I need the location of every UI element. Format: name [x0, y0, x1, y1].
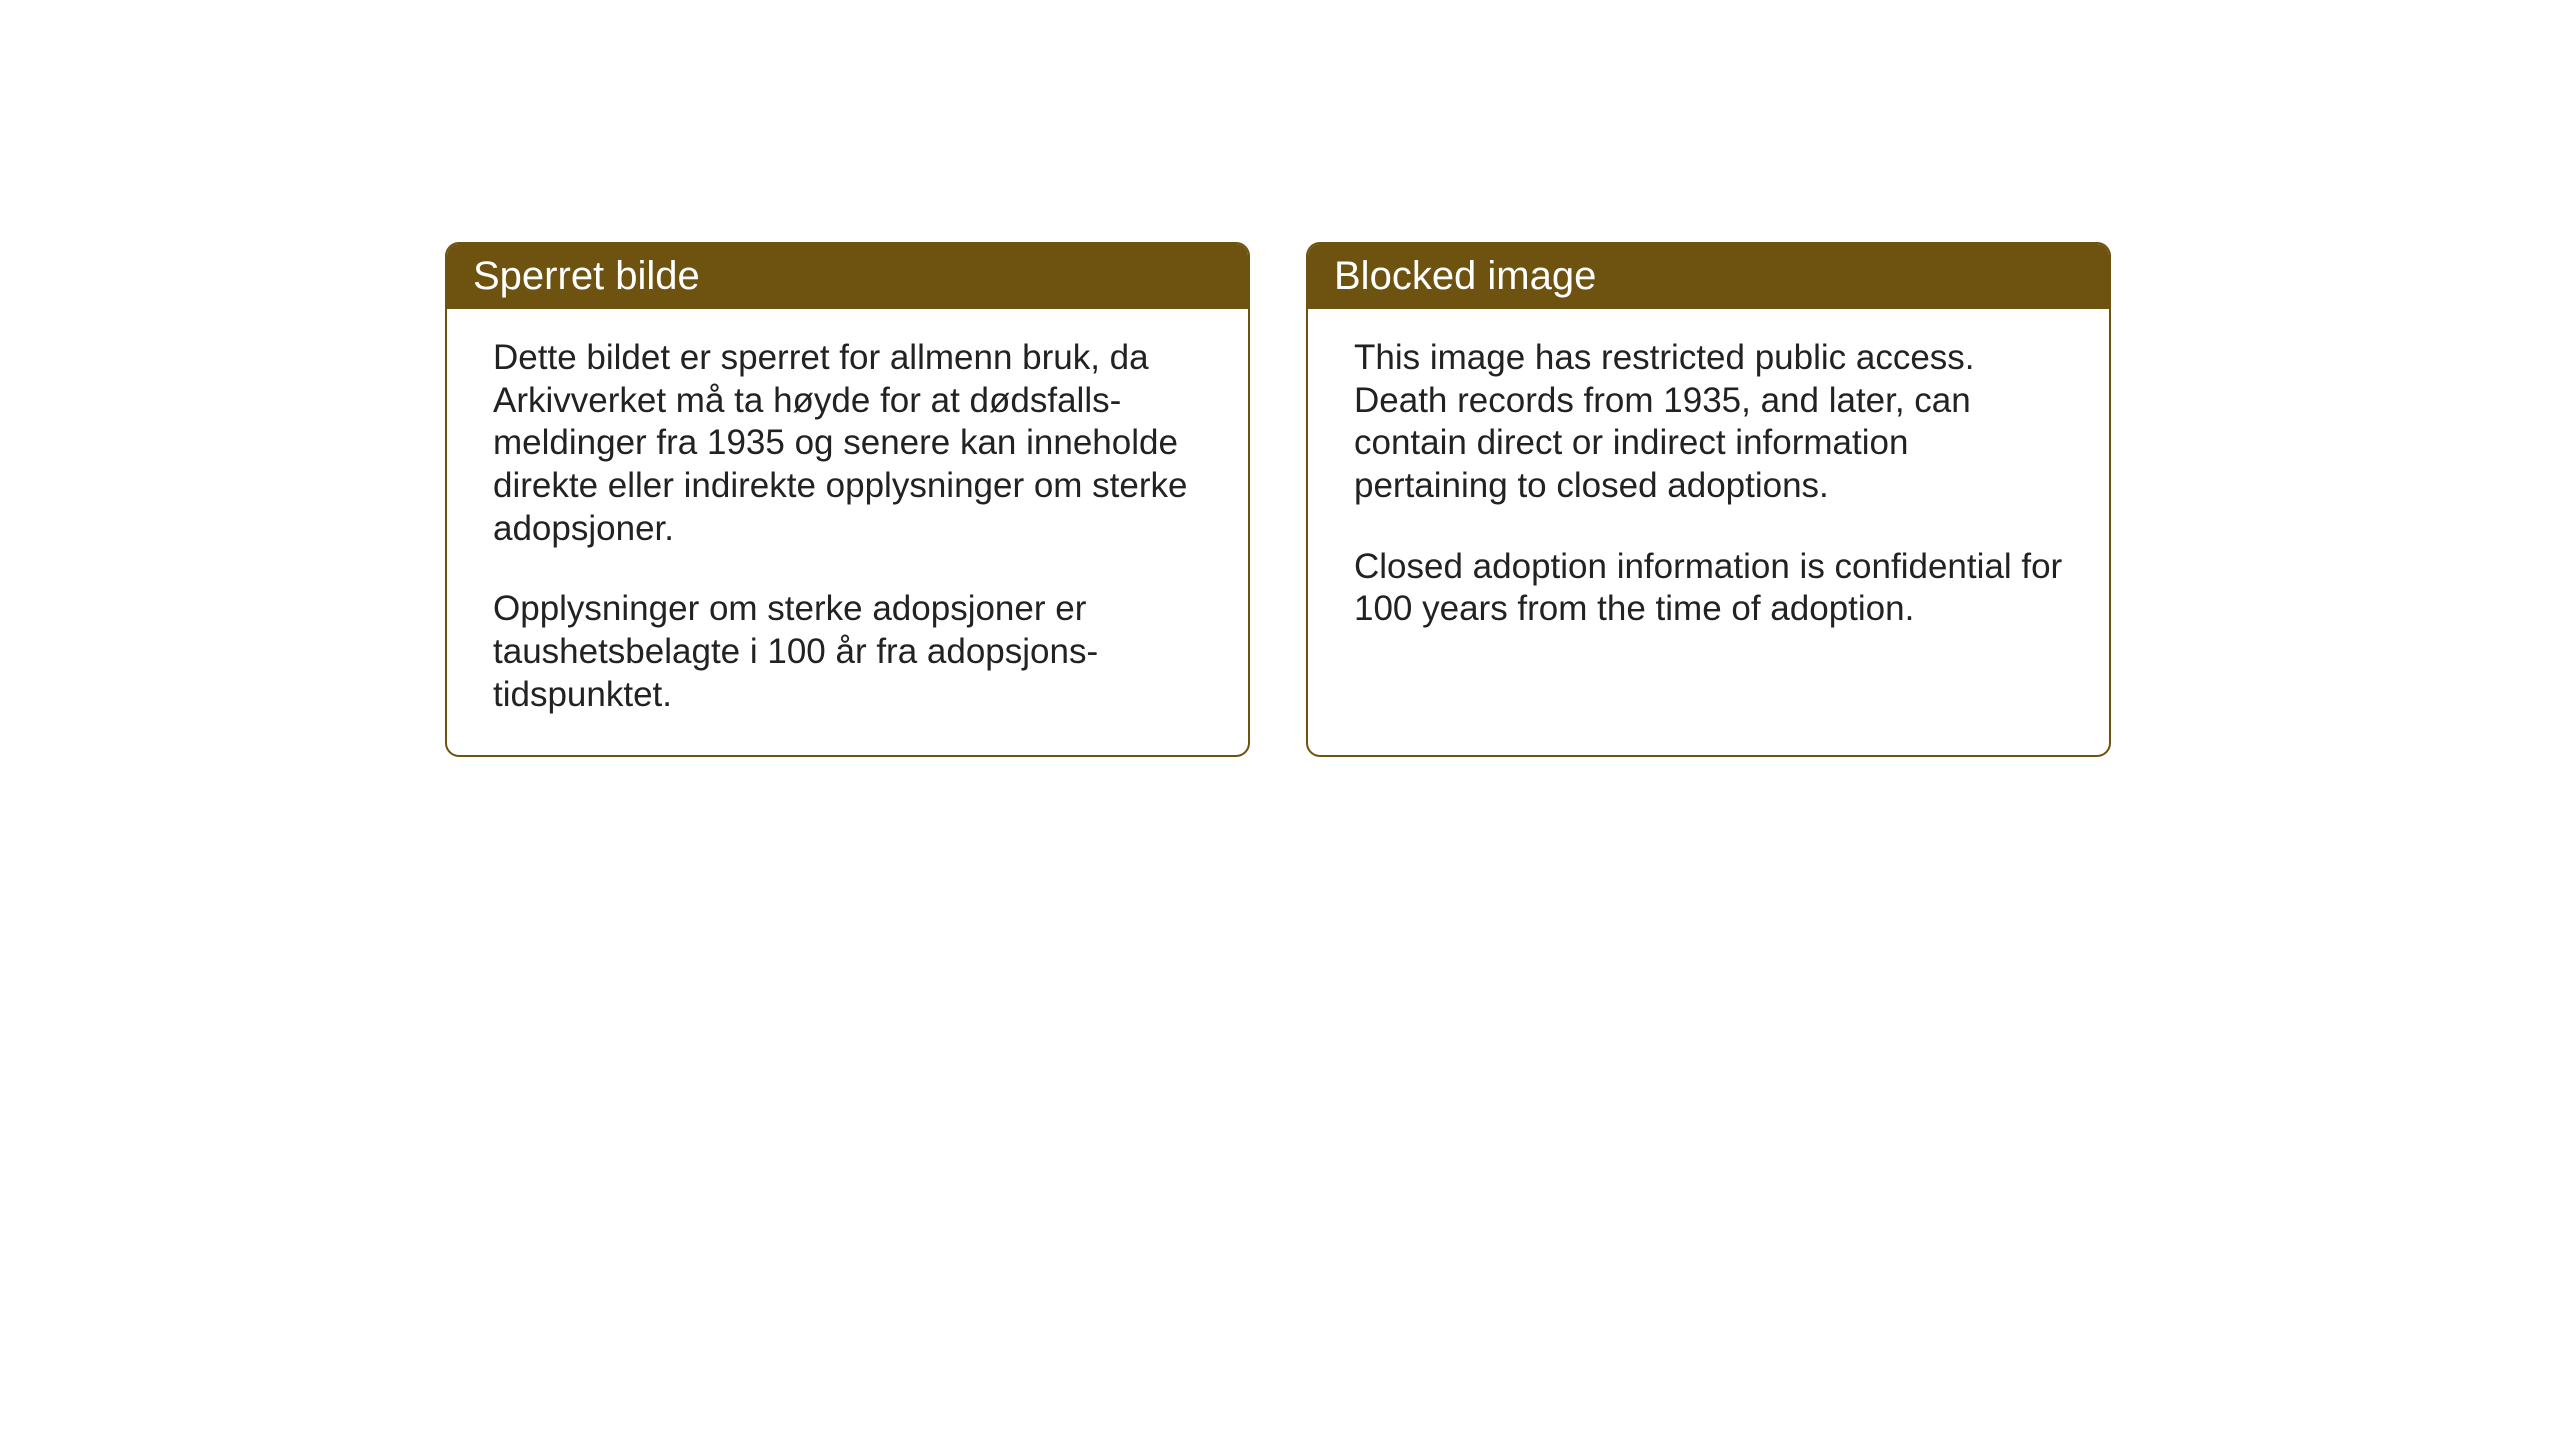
card-title-english: Blocked image — [1334, 254, 1596, 298]
notice-card-english: Blocked image This image has restricted … — [1306, 242, 2111, 757]
card-paragraph-1-norwegian: Dette bildet er sperret for allmenn bruk… — [493, 337, 1202, 550]
card-header-norwegian: Sperret bilde — [447, 244, 1248, 309]
notice-container: Sperret bilde Dette bildet er sperret fo… — [445, 242, 2111, 757]
card-paragraph-2-norwegian: Opplysninger om sterke adopsjoner er tau… — [493, 588, 1202, 716]
card-body-norwegian: Dette bildet er sperret for allmenn bruk… — [447, 309, 1248, 755]
card-paragraph-2-english: Closed adoption information is confident… — [1354, 546, 2063, 631]
card-paragraph-1-english: This image has restricted public access.… — [1354, 337, 2063, 508]
notice-card-norwegian: Sperret bilde Dette bildet er sperret fo… — [445, 242, 1250, 757]
card-body-english: This image has restricted public access.… — [1308, 309, 2109, 669]
card-title-norwegian: Sperret bilde — [473, 254, 700, 298]
card-header-english: Blocked image — [1308, 244, 2109, 309]
